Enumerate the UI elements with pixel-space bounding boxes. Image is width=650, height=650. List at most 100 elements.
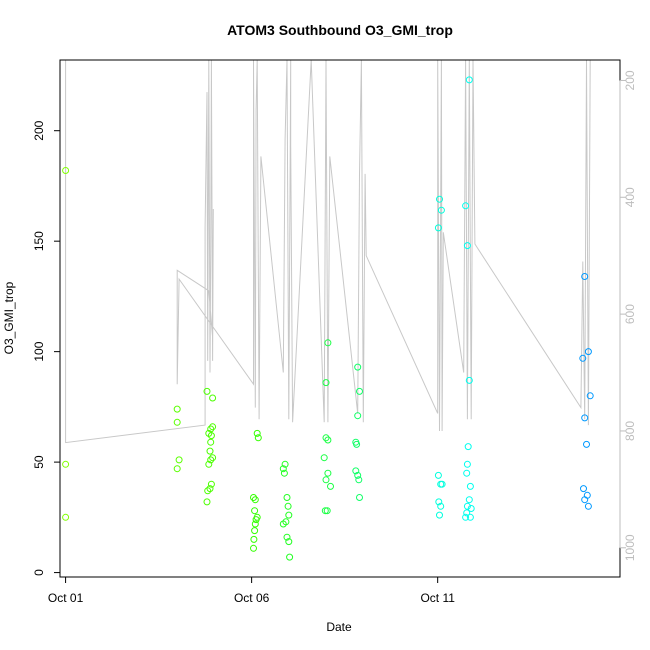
data-point bbox=[203, 498, 211, 506]
x-tick-label: Oct 01 bbox=[48, 591, 84, 605]
y-right-tick-label: 400 bbox=[623, 187, 637, 207]
data-point bbox=[465, 496, 473, 504]
data-point bbox=[463, 242, 471, 250]
data-point bbox=[438, 480, 446, 488]
data-point bbox=[324, 339, 332, 347]
data-point bbox=[204, 487, 212, 495]
data-point bbox=[355, 476, 363, 484]
data-point bbox=[465, 376, 473, 384]
data-point-layer bbox=[62, 76, 594, 561]
data-point bbox=[284, 502, 292, 510]
data-point bbox=[279, 520, 287, 528]
data-point bbox=[62, 460, 70, 468]
data-point bbox=[251, 520, 259, 528]
data-point bbox=[322, 434, 330, 442]
data-point bbox=[252, 516, 260, 524]
y-tick-label: 50 bbox=[32, 455, 46, 469]
y-axis-label: O3_GMI_trop bbox=[2, 281, 16, 354]
data-point bbox=[206, 485, 214, 493]
data-point bbox=[281, 460, 289, 468]
data-point bbox=[583, 440, 590, 448]
data-point bbox=[321, 507, 329, 515]
y-axis-right: 200 400 600 800 1000 bbox=[619, 70, 637, 561]
x-axis-label: Date bbox=[326, 620, 352, 634]
data-point bbox=[581, 273, 589, 280]
data-point bbox=[462, 202, 470, 210]
data-point bbox=[251, 507, 259, 515]
data-point bbox=[437, 502, 445, 510]
data-point bbox=[207, 480, 215, 488]
data-point bbox=[206, 447, 214, 455]
data-point bbox=[253, 429, 261, 437]
y-tick-label: 200 bbox=[32, 120, 46, 140]
data-point bbox=[581, 496, 589, 504]
y-tick-label: 0 bbox=[32, 569, 46, 576]
y-right-tick-label: 1000 bbox=[623, 534, 637, 561]
data-point bbox=[175, 456, 183, 464]
data-point bbox=[324, 436, 332, 444]
data-point bbox=[581, 414, 589, 422]
pressure-line-layer bbox=[65, 59, 591, 444]
data-point bbox=[436, 195, 443, 203]
data-point bbox=[209, 394, 217, 402]
pressure-line bbox=[65, 59, 591, 444]
data-point bbox=[205, 460, 213, 468]
data-point bbox=[462, 513, 470, 521]
data-point bbox=[323, 507, 331, 515]
data-point bbox=[207, 456, 215, 464]
x-axis: Oct 01 Oct 06 Oct 11 bbox=[48, 576, 455, 605]
y-tick-label: 100 bbox=[32, 341, 46, 361]
data-point bbox=[322, 476, 330, 484]
data-point bbox=[322, 379, 330, 387]
data-point bbox=[250, 494, 257, 501]
y-right-tick-label: 600 bbox=[623, 304, 637, 324]
data-point bbox=[320, 454, 328, 462]
data-point bbox=[435, 498, 443, 506]
data-point bbox=[466, 482, 474, 490]
data-point bbox=[579, 354, 587, 362]
data-point bbox=[203, 387, 211, 395]
data-point bbox=[584, 348, 592, 356]
data-point bbox=[251, 527, 259, 535]
data-point bbox=[434, 224, 442, 232]
data-point bbox=[584, 502, 592, 510]
data-point bbox=[251, 496, 259, 504]
data-point bbox=[463, 502, 471, 510]
data-point bbox=[463, 460, 471, 468]
data-point bbox=[324, 469, 332, 477]
data-point bbox=[354, 471, 362, 479]
data-point bbox=[250, 535, 258, 543]
x-tick-label: Oct 11 bbox=[420, 591, 455, 605]
data-point bbox=[463, 469, 471, 477]
data-point bbox=[434, 471, 442, 479]
data-point bbox=[283, 494, 291, 501]
data-point bbox=[209, 454, 217, 462]
data-point bbox=[327, 482, 334, 490]
data-point bbox=[280, 469, 288, 477]
data-point bbox=[283, 533, 291, 541]
data-point bbox=[209, 423, 217, 431]
x-tick-label: Oct 06 bbox=[234, 591, 270, 605]
data-point bbox=[173, 405, 181, 413]
data-point bbox=[356, 387, 363, 395]
data-point bbox=[62, 167, 70, 174]
data-point bbox=[356, 494, 363, 501]
y-right-tick-label: 200 bbox=[623, 70, 637, 90]
data-point bbox=[437, 206, 445, 214]
data-point bbox=[463, 509, 471, 517]
data-point bbox=[250, 544, 257, 552]
data-point bbox=[466, 513, 474, 521]
data-point bbox=[465, 76, 473, 84]
data-point bbox=[580, 485, 587, 493]
data-point bbox=[286, 553, 294, 561]
data-point bbox=[353, 440, 361, 448]
y-tick-label: 150 bbox=[32, 231, 46, 251]
data-point bbox=[205, 429, 213, 437]
data-point bbox=[354, 363, 362, 371]
data-point bbox=[586, 392, 594, 400]
y-axis: 0 50 100 150 200 bbox=[32, 120, 61, 576]
data-point bbox=[436, 511, 443, 519]
data-point bbox=[464, 443, 472, 451]
data-point bbox=[207, 438, 215, 446]
